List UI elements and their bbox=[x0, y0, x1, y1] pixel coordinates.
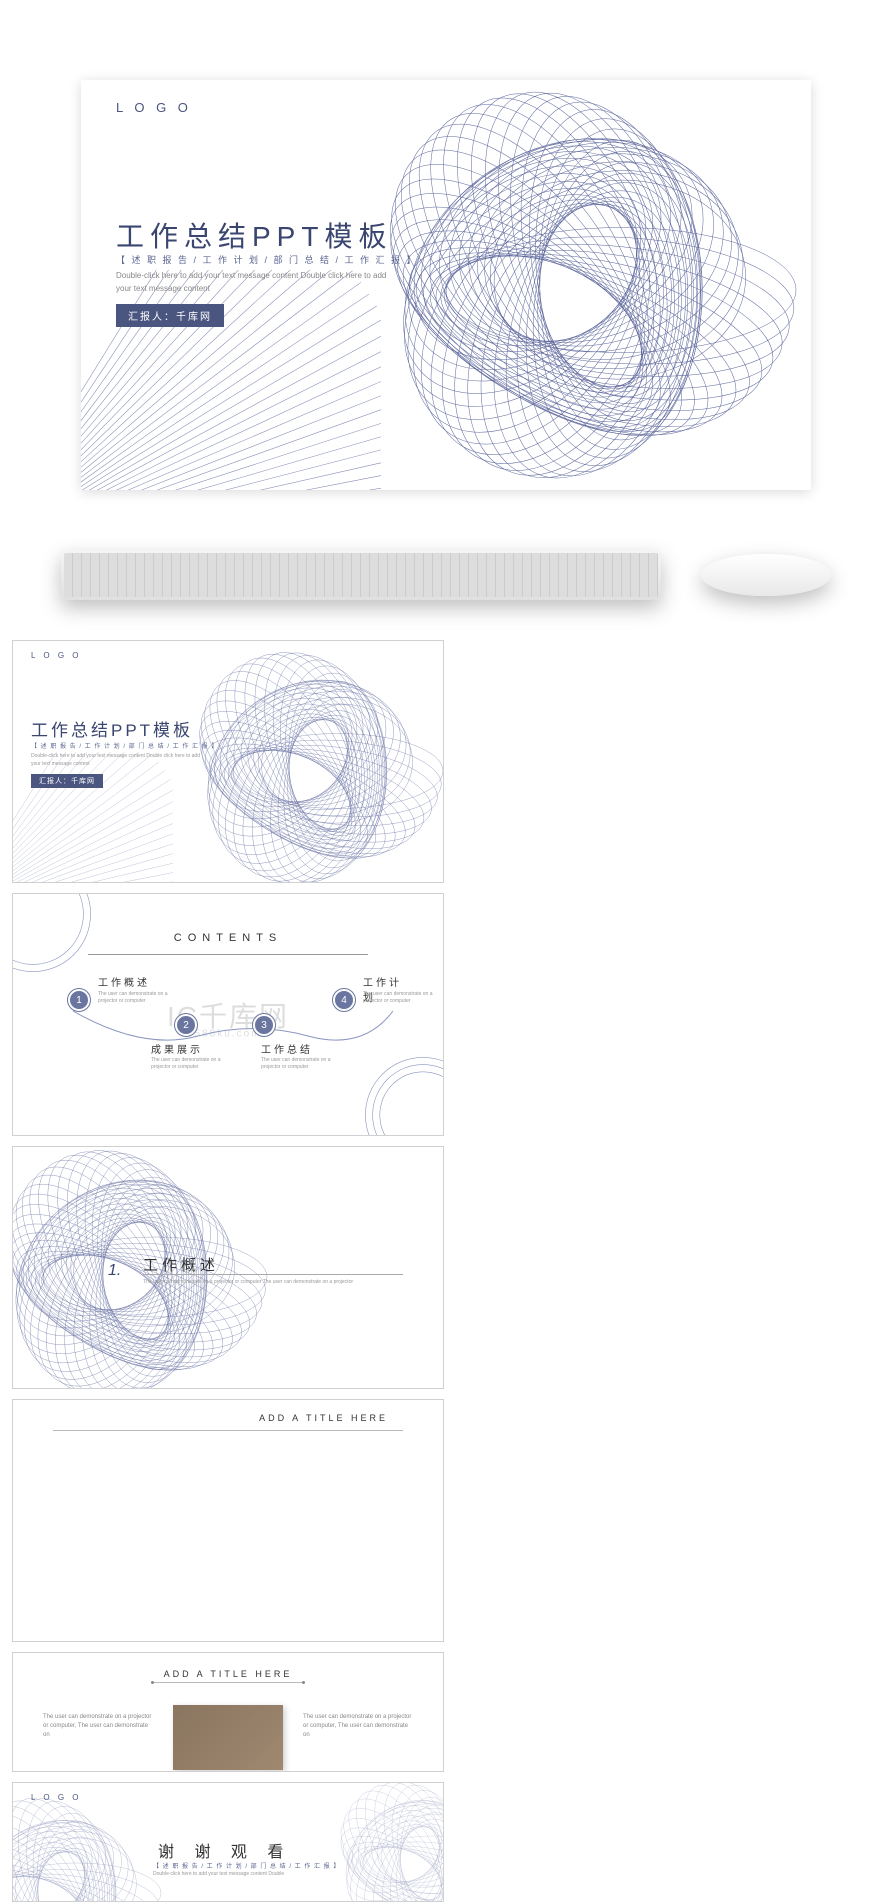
thumbnail-grid: L O G O 工作总结PPT模板 【 述 职 报 告 / 工 作 计 划 / … bbox=[6, 640, 886, 1902]
node-2-desc: The user can demonstrate on a projector … bbox=[151, 1057, 241, 1071]
thanks-description: Double-click here to add your text messa… bbox=[153, 1871, 373, 1879]
spirograph-decoration bbox=[303, 1782, 444, 1902]
photo-placeholder bbox=[173, 1705, 283, 1770]
thumb-add-title[interactable]: ADD A TITLE HERE bbox=[12, 1399, 444, 1642]
add-title-text: ADD A TITLE HERE bbox=[164, 1669, 293, 1679]
arc-connector bbox=[53, 1001, 413, 1061]
node-3-desc: The user can demonstrate on a projector … bbox=[261, 1057, 351, 1071]
section-number: 1. bbox=[108, 1262, 121, 1280]
contents-nodes: 1 工作概述 The user can demonstrate on a pro… bbox=[43, 989, 413, 1049]
logo-text: L O G O bbox=[31, 1793, 82, 1802]
contents-heading: CONTENTS bbox=[174, 932, 283, 944]
divider bbox=[88, 954, 368, 955]
node-4-desc: The user can demonstrate on a projector … bbox=[363, 991, 444, 1005]
thumb-subtitle: 【 述 职 报 告 / 工 作 计 划 / 部 门 总 结 / 工 作 汇 报 … bbox=[31, 741, 218, 750]
peripherals-row bbox=[61, 550, 831, 600]
corner-decoration bbox=[363, 1055, 444, 1136]
thumb-description: Double-click here to add your text messa… bbox=[31, 753, 201, 768]
page-title: 工作总结PPT模板 bbox=[116, 215, 392, 255]
divider bbox=[143, 1274, 403, 1275]
thumb-section[interactable]: 1. 工作概述 The user can demonstrate on a pr… bbox=[12, 1146, 444, 1389]
reporter-badge: 汇报人：千库网 bbox=[116, 304, 224, 327]
section-description: The user can demonstrate on a projector … bbox=[143, 1279, 383, 1287]
logo-text: L O G O bbox=[31, 651, 82, 660]
reporter-badge: 汇报人：千库网 bbox=[31, 774, 103, 788]
logo-text: L O G O bbox=[116, 100, 192, 115]
ray-decoration bbox=[12, 752, 173, 883]
thumb-contents[interactable]: CONTENTS IC千库网 588ku.com 1 工作概述 The user… bbox=[12, 893, 444, 1136]
thumb-title: 工作总结PPT模板 bbox=[31, 716, 193, 741]
node-3-label: 工作总结 bbox=[261, 1041, 313, 1056]
thumb-content-slide[interactable]: ADD A TITLE HERE The user can demonstrat… bbox=[12, 1652, 444, 1772]
node-4: 4 bbox=[333, 989, 355, 1011]
mouse-graphic bbox=[701, 554, 831, 596]
section-title: 工作概述 bbox=[143, 1254, 219, 1275]
main-slide: L O G O 工作总结PPT模板 【 述 职 报 告 / 工 作 计 划 / … bbox=[81, 80, 811, 490]
subtitle: 【 述 职 报 告 / 工 作 计 划 / 部 门 总 结 / 工 作 汇 报 … bbox=[116, 253, 418, 266]
description: Double-click here to add your text messa… bbox=[116, 270, 396, 296]
node-1-desc: The user can demonstrate on a projector … bbox=[98, 991, 188, 1005]
thanks-title: 谢 谢 观 看 bbox=[158, 1838, 291, 1862]
thanks-subtitle: 【 述 职 报 告 / 工 作 计 划 / 部 门 总 结 / 工 作 汇 报 … bbox=[153, 1861, 340, 1870]
ray-decoration bbox=[81, 270, 381, 490]
left-paragraph: The user can demonstrate on a projector … bbox=[43, 1713, 153, 1740]
keyboard-graphic bbox=[61, 550, 661, 600]
add-title-text: ADD A TITLE HERE bbox=[259, 1413, 388, 1423]
corner-decoration bbox=[12, 893, 93, 974]
thumb-cover[interactable]: L O G O 工作总结PPT模板 【 述 职 报 告 / 工 作 计 划 / … bbox=[12, 640, 444, 883]
node-2-label: 成果展示 bbox=[151, 1041, 203, 1056]
node-1-label: 工作概述 bbox=[98, 974, 150, 989]
thumb-thanks[interactable]: L O G O 谢 谢 观 看 【 述 职 报 告 / 工 作 计 划 / 部 … bbox=[12, 1782, 444, 1902]
node-2: 2 bbox=[175, 1014, 197, 1036]
divider bbox=[53, 1430, 403, 1431]
node-3: 3 bbox=[253, 1014, 275, 1036]
node-1: 1 bbox=[68, 989, 90, 1011]
right-paragraph: The user can demonstrate on a projector … bbox=[303, 1713, 413, 1740]
